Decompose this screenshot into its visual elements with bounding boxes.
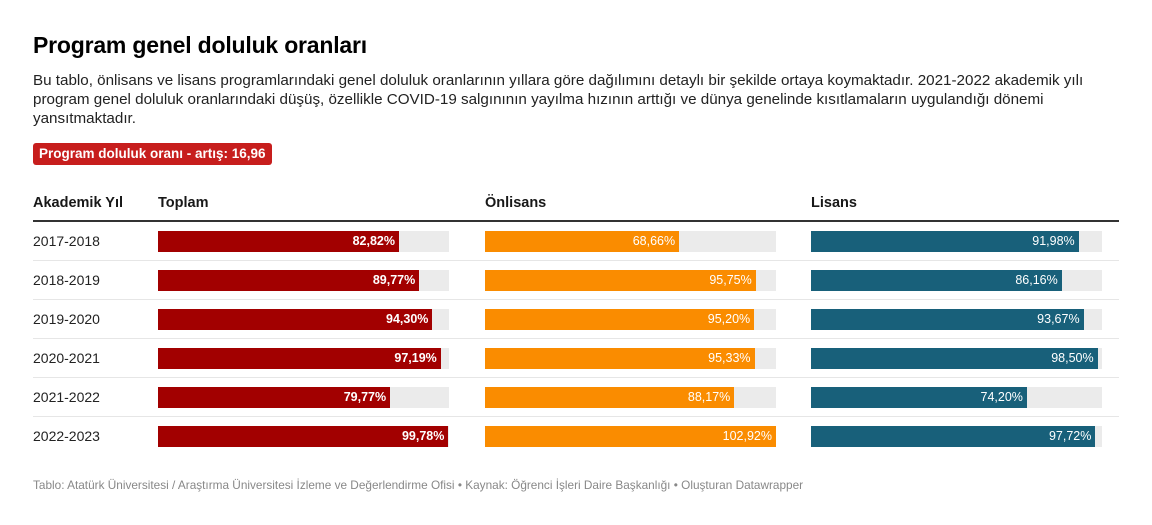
- toplam-value-label: 82,82%: [352, 234, 395, 248]
- toplam-bar-track: 94,30%: [158, 309, 449, 330]
- toplam-value-label: 89,77%: [372, 273, 416, 287]
- toplam-bar: 99,78%: [158, 426, 449, 447]
- toplam-bar: 79,77%: [158, 387, 391, 408]
- lisans-bar: 91,98%: [811, 231, 1079, 252]
- lisans-bar-track: 98,50%: [811, 348, 1102, 369]
- toplam-bar: 82,82%: [158, 231, 399, 252]
- lisans-bar: 86,16%: [811, 270, 1062, 291]
- table-row: 2017-2018 82,82% 68,66% 91,98%: [33, 222, 1119, 261]
- onlisans-value-label: 95,75%: [709, 273, 752, 287]
- onlisans-bar: 95,20%: [485, 309, 755, 330]
- year-cell: 2021-2022: [33, 389, 100, 405]
- onlisans-bar: 95,33%: [485, 348, 755, 369]
- lisans-value-label: 74,20%: [980, 390, 1023, 404]
- toplam-value-label: 99,78%: [401, 429, 445, 443]
- onlisans-value-label: 102,92%: [722, 429, 772, 443]
- lisans-bar: 97,72%: [811, 426, 1096, 447]
- onlisans-bar-track: 95,33%: [485, 348, 776, 369]
- onlisans-bar-track: 68,66%: [485, 231, 776, 252]
- toplam-value-label: 79,77%: [343, 390, 387, 404]
- onlisans-bar-track: 102,92%: [485, 426, 776, 447]
- year-cell: 2019-2020: [33, 311, 100, 327]
- table-row: 2019-2020 94,30% 95,20% 93,67%: [33, 300, 1119, 339]
- chart-title: Program genel doluluk oranları: [33, 32, 367, 58]
- table-row: 2020-2021 97,19% 95,33% 98,50%: [33, 339, 1119, 378]
- toplam-value-label: 97,19%: [394, 351, 437, 365]
- lisans-bar-track: 74,20%: [811, 387, 1102, 408]
- toplam-bar-track: 99,78%: [158, 426, 449, 447]
- lisans-value-label: 86,16%: [1015, 273, 1058, 287]
- onlisans-bar-track: 95,75%: [485, 270, 776, 291]
- column-header-year[interactable]: Akademik Yıl: [33, 195, 124, 211]
- column-header-onlisans[interactable]: Önlisans: [485, 195, 547, 211]
- lisans-bar-track: 97,72%: [811, 426, 1102, 447]
- table-row: 2018-2019 89,77% 95,75% 86,16%: [33, 261, 1119, 300]
- chart-description: Bu tablo, önlisans ve lisans programları…: [33, 72, 1084, 127]
- onlisans-bar: 88,17%: [485, 387, 735, 408]
- lisans-bar: 98,50%: [811, 348, 1098, 369]
- onlisans-value-label: 95,20%: [707, 312, 751, 326]
- onlisans-bar: 102,92%: [485, 426, 776, 447]
- lisans-bar: 93,67%: [811, 309, 1084, 330]
- onlisans-bar-track: 88,17%: [485, 387, 776, 408]
- column-header-toplam[interactable]: Toplam: [158, 195, 209, 211]
- lisans-value-label: 97,72%: [1048, 429, 1092, 443]
- data-table: Akademik Yıl Toplam Önlisans Lisans 2017…: [33, 188, 1119, 455]
- toplam-bar-track: 97,19%: [158, 348, 449, 369]
- table-header: Akademik Yıl Toplam Önlisans Lisans: [33, 188, 1119, 222]
- increase-badge: Program doluluk oranı - artış: 16,96: [33, 143, 272, 165]
- year-cell: 2022-2023: [33, 428, 100, 444]
- onlisans-value-label: 68,66%: [632, 234, 676, 248]
- toplam-bar: 94,30%: [158, 309, 433, 330]
- toplam-bar-track: 79,77%: [158, 387, 449, 408]
- table-body: 2017-2018 82,82% 68,66% 91,98% 2018-2019 89,7…: [33, 222, 1119, 455]
- table-row: 2021-2022 79,77% 88,17% 74,20%: [33, 378, 1119, 417]
- onlisans-bar-track: 95,20%: [485, 309, 776, 330]
- lisans-value-label: 98,50%: [1051, 351, 1094, 365]
- toplam-value-label: 94,30%: [386, 312, 429, 326]
- lisans-value-label: 93,67%: [1037, 312, 1080, 326]
- year-cell: 2018-2019: [33, 272, 100, 288]
- toplam-bar: 97,19%: [158, 348, 441, 369]
- year-cell: 2020-2021: [33, 350, 100, 366]
- lisans-bar-track: 91,98%: [811, 231, 1102, 252]
- footer-source: Tablo: Atatürk Üniversitesi / Araştırma …: [33, 478, 804, 492]
- onlisans-value-label: 95,33%: [708, 351, 751, 365]
- table-row: 2022-2023 99,78% 102,92% 97,72%: [33, 417, 1119, 455]
- onlisans-value-label: 88,17%: [687, 390, 731, 404]
- lisans-bar: 74,20%: [811, 387, 1027, 408]
- toplam-bar: 89,77%: [158, 270, 420, 291]
- lisans-bar-track: 93,67%: [811, 309, 1102, 330]
- onlisans-bar: 68,66%: [485, 231, 680, 252]
- year-cell: 2017-2018: [33, 233, 100, 249]
- onlisans-bar: 95,75%: [485, 270, 756, 291]
- toplam-bar-track: 82,82%: [158, 231, 449, 252]
- column-header-lisans[interactable]: Lisans: [811, 195, 857, 211]
- toplam-bar-track: 89,77%: [158, 270, 449, 291]
- lisans-value-label: 91,98%: [1032, 234, 1075, 248]
- lisans-bar-track: 86,16%: [811, 270, 1102, 291]
